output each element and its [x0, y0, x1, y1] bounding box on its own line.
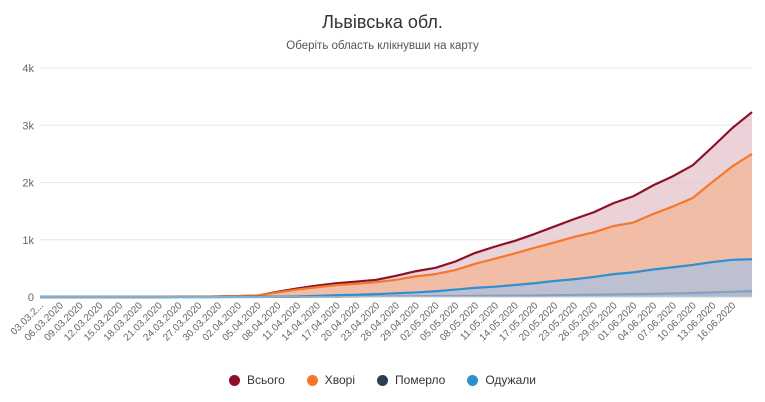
legend-label: Всього [247, 373, 285, 387]
legend-label: Одужали [485, 373, 536, 387]
legend-item[interactable]: Померло [377, 373, 445, 387]
legend-dot-icon [377, 374, 389, 386]
y-tick-label: 1k [22, 235, 34, 247]
legend-dot-icon [467, 374, 479, 386]
legend-label: Померло [395, 373, 446, 387]
series-area [40, 153, 752, 297]
legend-item[interactable]: Одужали [467, 373, 536, 387]
series-area [40, 259, 752, 297]
legend-dot-icon [229, 374, 241, 386]
legend-item[interactable]: Всього [229, 373, 285, 387]
legend-dot-icon [306, 374, 318, 386]
legend-label: Хворі [324, 373, 356, 387]
chart-title: Львівська обл. [322, 12, 443, 32]
legend: Всього Хворі Померло Одужали [0, 373, 765, 387]
y-tick-label: 4k [22, 63, 34, 75]
chart-subtitle: Оберіть область клікнувши на карту [286, 40, 479, 52]
y-tick-label: 2k [22, 178, 34, 190]
y-tick-label: 0 [28, 292, 34, 304]
y-tick-label: 3k [22, 120, 34, 132]
legend-item[interactable]: Хворі [306, 373, 356, 387]
